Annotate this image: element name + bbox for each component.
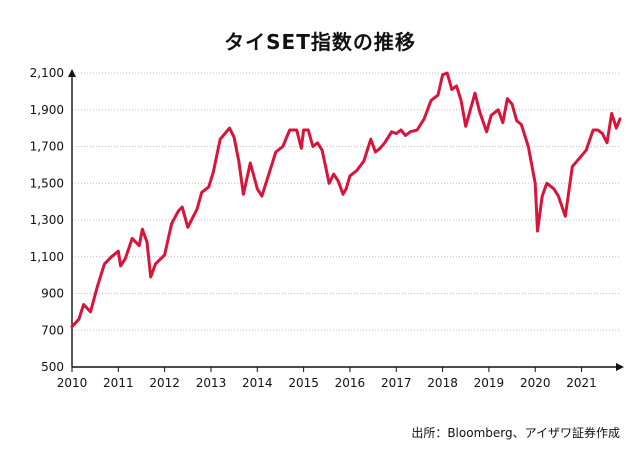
x-tick-label: 2021 bbox=[566, 376, 597, 390]
y-axis-arrow bbox=[68, 69, 76, 77]
y-tick-label: 500 bbox=[41, 360, 64, 374]
x-tick-label: 2010 bbox=[57, 376, 88, 390]
y-tick-label: 2,100 bbox=[30, 66, 64, 80]
x-tick-label: 2012 bbox=[149, 376, 180, 390]
x-tick-label: 2018 bbox=[427, 376, 458, 390]
x-tick-label: 2011 bbox=[103, 376, 134, 390]
y-tick-label: 1,700 bbox=[30, 140, 64, 154]
source-note: 出所：Bloomberg、アイザワ証券作成 bbox=[411, 426, 620, 440]
y-tick-label: 1,900 bbox=[30, 103, 64, 117]
tick-labels: 500 700 900 1,100 1,300 1,500 1,700 1,900 2,100 2… bbox=[30, 66, 597, 390]
x-axis-arrow bbox=[616, 363, 624, 371]
y-tick-label: 700 bbox=[41, 323, 64, 337]
x-tick-label: 2019 bbox=[474, 376, 505, 390]
x-tick-label: 2020 bbox=[520, 376, 551, 390]
series-layer bbox=[70, 71, 622, 329]
axes bbox=[68, 69, 624, 372]
x-tick-label: 2014 bbox=[242, 376, 273, 390]
chart-title: タイSET指数の推移 bbox=[224, 30, 416, 54]
x-tick-label: 2016 bbox=[335, 376, 366, 390]
y-tick-label: 900 bbox=[41, 287, 64, 301]
x-tick-label: 2017 bbox=[381, 376, 412, 390]
y-tick-label: 1,100 bbox=[30, 250, 64, 264]
y-tick-label: 1,300 bbox=[30, 213, 64, 227]
y-tick-label: 1,500 bbox=[30, 176, 64, 190]
set-index-line bbox=[70, 71, 622, 329]
x-tick-label: 2013 bbox=[196, 376, 227, 390]
x-tick-label: 2015 bbox=[288, 376, 319, 390]
gridlines bbox=[72, 72, 620, 331]
